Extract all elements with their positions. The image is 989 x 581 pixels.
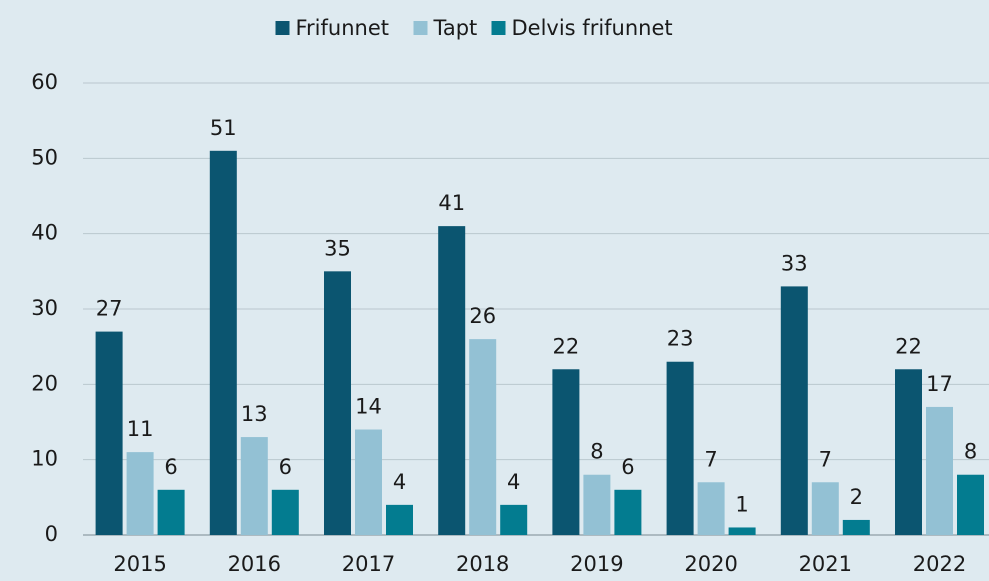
data-label: 4 xyxy=(507,470,520,494)
data-label: 8 xyxy=(590,440,603,464)
y-tick-label: 10 xyxy=(31,447,58,471)
data-label: 2 xyxy=(850,485,863,509)
data-label: 23 xyxy=(667,327,694,351)
data-label: 26 xyxy=(469,304,496,328)
legend-swatch xyxy=(491,21,506,35)
bar xyxy=(666,361,694,535)
bar xyxy=(355,429,382,535)
bar xyxy=(728,527,756,535)
bar xyxy=(324,271,351,535)
data-label: 14 xyxy=(355,395,382,419)
x-tick-label: 2018 xyxy=(456,552,509,576)
data-label: 4 xyxy=(393,470,406,494)
data-label: 22 xyxy=(895,334,922,358)
legend-swatch xyxy=(413,21,428,35)
data-label: 27 xyxy=(96,297,123,321)
x-tick-label: 2016 xyxy=(228,552,281,576)
bar xyxy=(842,519,870,535)
legend-label: Tapt xyxy=(433,16,478,40)
data-label: 41 xyxy=(438,191,465,215)
data-label: 6 xyxy=(279,455,292,479)
bar xyxy=(386,504,413,535)
bar xyxy=(926,406,953,535)
data-label: 51 xyxy=(210,116,237,140)
data-label: 13 xyxy=(241,402,268,426)
legend-swatch xyxy=(275,21,290,35)
y-tick-label: 40 xyxy=(31,221,58,245)
bar xyxy=(469,339,497,535)
bar xyxy=(780,286,808,535)
data-label: 17 xyxy=(926,372,953,396)
x-tick-label: 2022 xyxy=(913,552,966,576)
x-tick-label: 2019 xyxy=(570,552,623,576)
data-label: 6 xyxy=(164,455,177,479)
y-tick-label: 30 xyxy=(31,296,58,320)
bar xyxy=(552,369,580,535)
data-label: 35 xyxy=(324,236,351,260)
x-tick-label: 2017 xyxy=(342,552,395,576)
data-label: 33 xyxy=(781,251,808,275)
bar xyxy=(157,489,185,535)
y-tick-label: 20 xyxy=(31,371,58,395)
bar xyxy=(438,226,466,535)
bar xyxy=(95,331,123,535)
legend-label: Delvis frifunnet xyxy=(512,16,673,40)
bar xyxy=(614,489,642,535)
data-label: 11 xyxy=(127,417,154,441)
bar xyxy=(697,482,725,535)
bar xyxy=(500,504,528,535)
y-tick-label: 60 xyxy=(31,70,58,94)
bar xyxy=(811,482,839,535)
data-label: 8 xyxy=(964,440,977,464)
data-label: 7 xyxy=(819,447,832,471)
bar xyxy=(240,437,268,535)
bar xyxy=(271,489,299,535)
legend-label: Frifunnet xyxy=(296,16,390,40)
bar xyxy=(126,452,154,535)
y-tick-label: 0 xyxy=(45,522,58,546)
bar xyxy=(957,474,984,535)
data-label: 22 xyxy=(553,334,580,358)
data-label: 6 xyxy=(621,455,634,479)
bar xyxy=(583,474,611,535)
data-label: 7 xyxy=(704,447,717,471)
x-tick-label: 2021 xyxy=(799,552,852,576)
x-tick-label: 2020 xyxy=(684,552,737,576)
x-tick-label: 2015 xyxy=(113,552,166,576)
bar xyxy=(209,150,237,536)
y-tick-label: 50 xyxy=(31,145,58,169)
bar xyxy=(895,369,922,535)
data-label: 1 xyxy=(735,492,748,516)
